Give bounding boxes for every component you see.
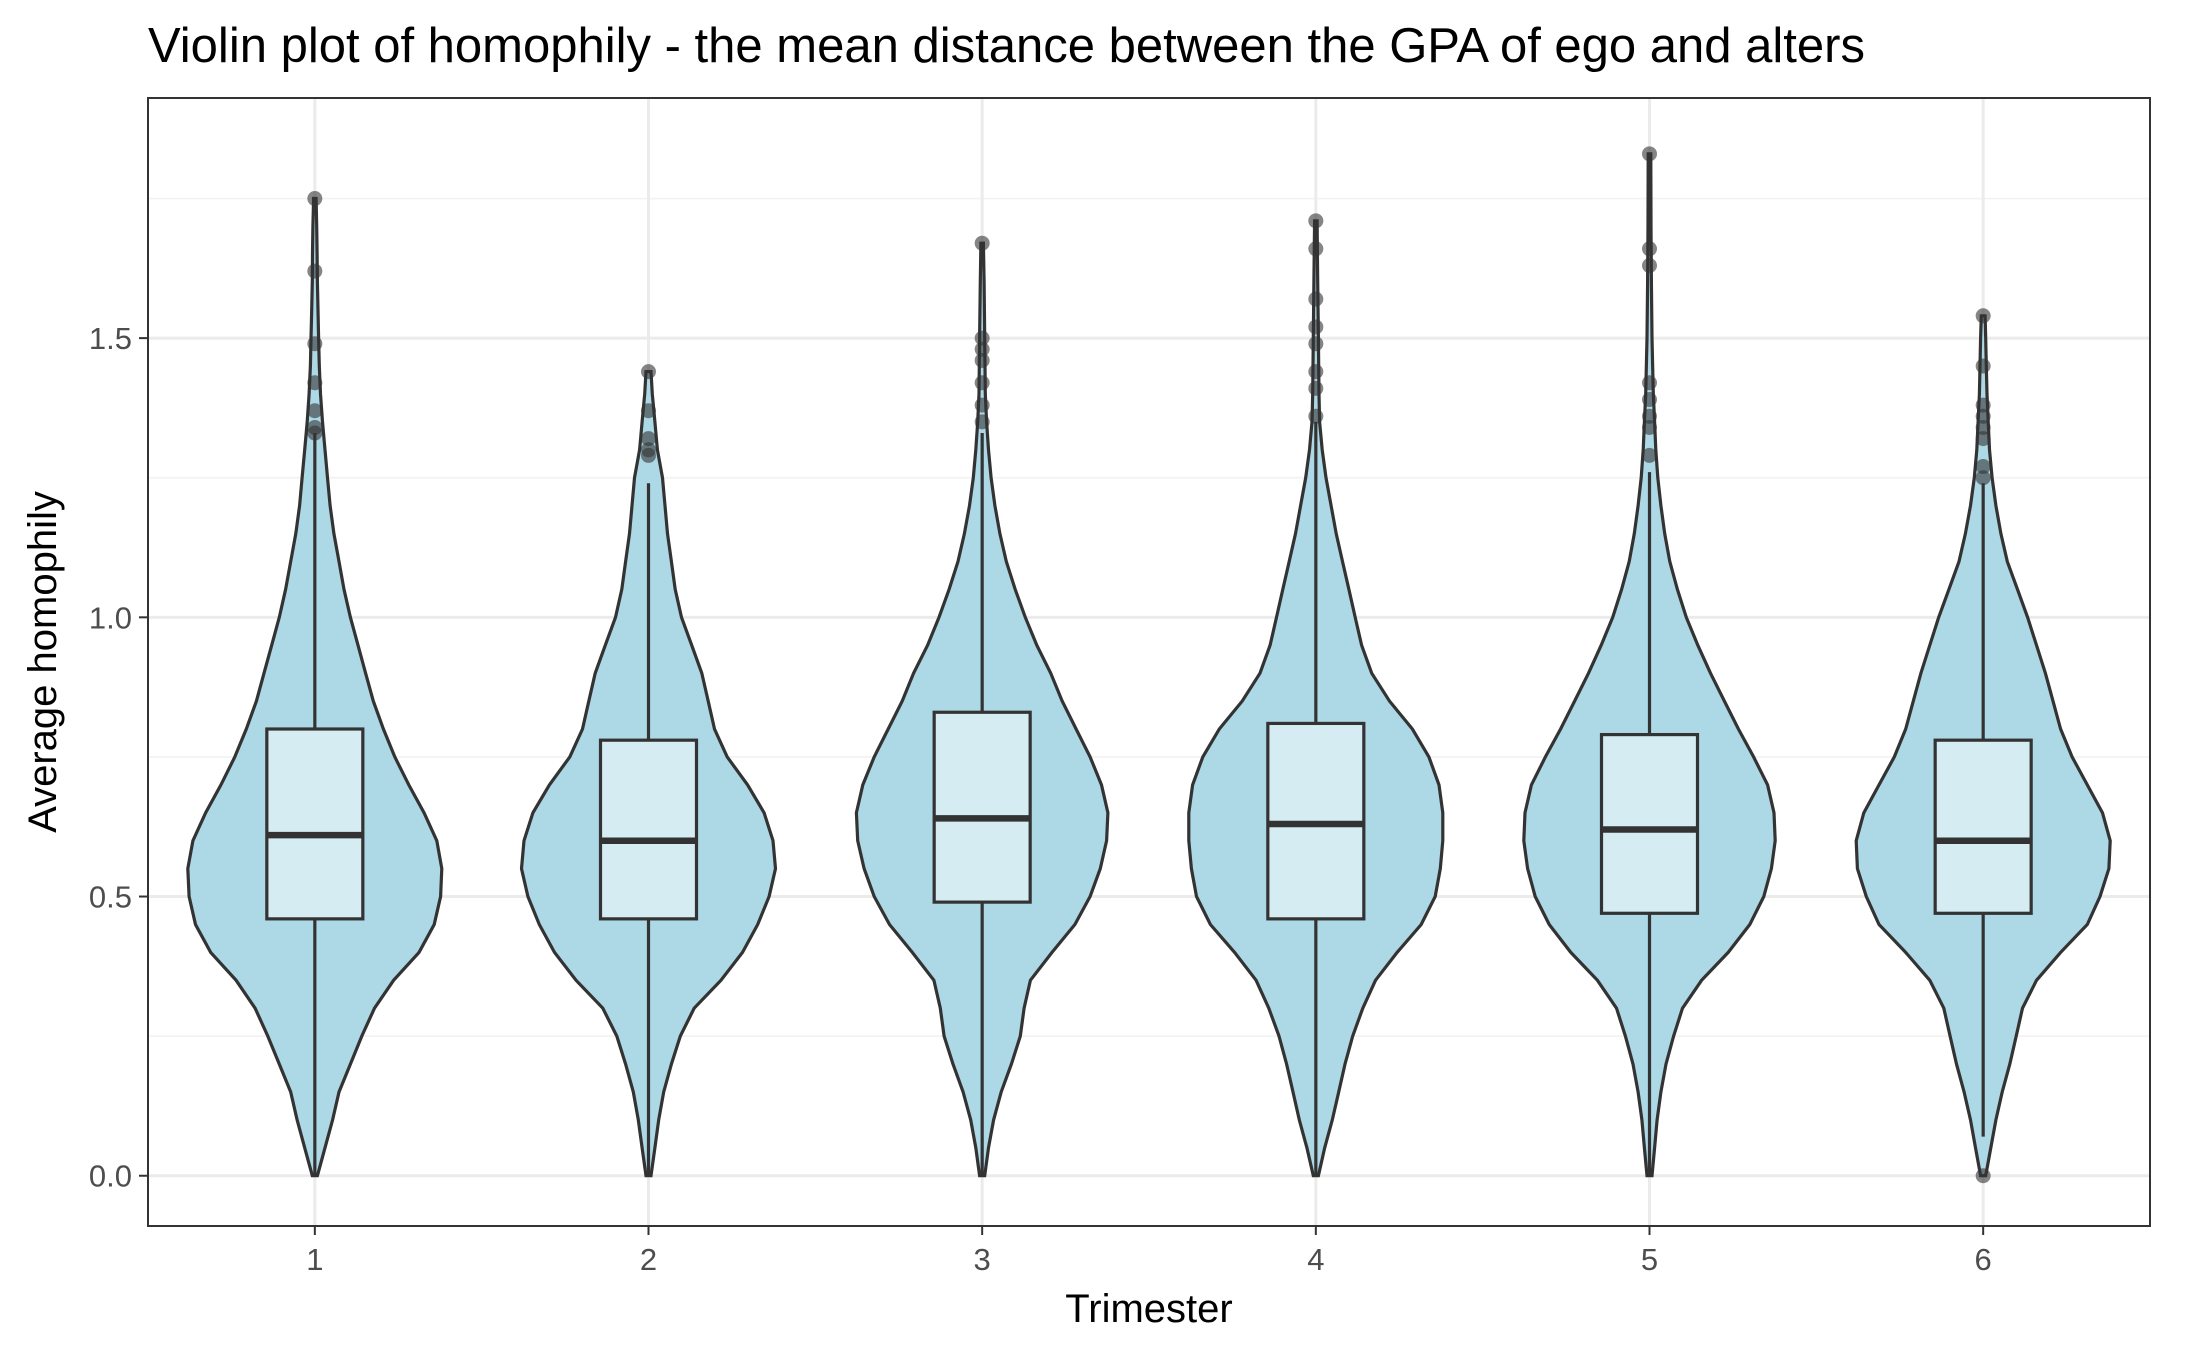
box-iqr bbox=[932, 710, 1032, 904]
y-tick-label: 0.0 bbox=[89, 1159, 132, 1194]
violin-group-5 bbox=[1522, 146, 1777, 1178]
outlier-point bbox=[974, 352, 990, 368]
outlier-point bbox=[1975, 408, 1991, 424]
outlier-point bbox=[1308, 213, 1324, 229]
violin-group-2 bbox=[519, 364, 778, 1178]
outlier-point bbox=[974, 375, 990, 391]
outlier-point bbox=[641, 442, 656, 458]
grid-lines bbox=[148, 98, 2150, 1226]
x-tick-label: 4 bbox=[1307, 1242, 1324, 1277]
outlier-point bbox=[1975, 308, 1991, 324]
x-tick-label: 5 bbox=[1641, 1242, 1658, 1277]
x-tick-label: 1 bbox=[306, 1242, 323, 1277]
outlier-point bbox=[974, 397, 990, 413]
x-tick-label: 3 bbox=[974, 1242, 991, 1277]
violin-group-1 bbox=[186, 191, 444, 1178]
box-iqr bbox=[1933, 738, 2033, 915]
outlier-point bbox=[1642, 447, 1657, 463]
y-tick-label: 1.0 bbox=[89, 600, 132, 635]
outlier-point bbox=[974, 414, 990, 430]
outlier-point bbox=[974, 235, 990, 251]
outlier-point bbox=[1308, 380, 1324, 396]
outlier-point bbox=[1642, 392, 1657, 408]
x-axis-title: Trimester bbox=[1065, 1287, 1232, 1331]
outlier-point bbox=[1308, 241, 1324, 257]
x-tick-label: 6 bbox=[1975, 1242, 1992, 1277]
outlier-point bbox=[1642, 241, 1657, 257]
outlier-point bbox=[1308, 336, 1324, 352]
outlier-point bbox=[1308, 408, 1324, 424]
outlier-point bbox=[1975, 358, 1991, 374]
outlier-point bbox=[1642, 375, 1657, 391]
violin-group-6 bbox=[1854, 308, 2112, 1184]
outlier-point bbox=[1975, 470, 1991, 486]
y-axis-title: Average homophily bbox=[21, 491, 65, 833]
box-iqr bbox=[1599, 732, 1700, 915]
outlier-point bbox=[307, 419, 323, 435]
outlier-point bbox=[1308, 319, 1324, 335]
outlier-point bbox=[1642, 258, 1657, 274]
outlier-point bbox=[1975, 419, 1991, 435]
violin-group-4 bbox=[1187, 213, 1445, 1178]
outlier-point bbox=[974, 330, 990, 346]
outlier-point bbox=[1975, 431, 1991, 447]
outlier-point bbox=[641, 431, 656, 447]
outlier-point bbox=[1642, 146, 1657, 162]
chart-title: Violin plot of homophily - the mean dist… bbox=[148, 19, 1865, 73]
outlier-point bbox=[1308, 364, 1324, 380]
violin-layer bbox=[186, 146, 2112, 1184]
outlier-point bbox=[307, 375, 323, 391]
y-tick-label: 1.5 bbox=[89, 321, 132, 356]
outlier-point bbox=[1975, 1168, 1991, 1184]
box-iqr bbox=[598, 738, 699, 921]
outlier-point bbox=[1308, 291, 1324, 307]
x-tick-label: 2 bbox=[640, 1242, 657, 1277]
outlier-point bbox=[307, 403, 323, 419]
violin-group-3 bbox=[854, 235, 1110, 1178]
y-tick-label: 0.5 bbox=[89, 880, 132, 915]
outlier-point bbox=[307, 336, 323, 352]
outlier-point bbox=[1975, 459, 1991, 475]
panel-border bbox=[147, 97, 2151, 1227]
outlier-point bbox=[974, 341, 990, 357]
outlier-point bbox=[307, 191, 323, 207]
outlier-point bbox=[1975, 397, 1991, 413]
outlier-point bbox=[641, 364, 656, 380]
box-iqr bbox=[265, 727, 365, 921]
y-axis: 0.0 0.5 1.0 1.5 bbox=[89, 321, 148, 1194]
outlier-point bbox=[1642, 408, 1657, 424]
outlier-point bbox=[307, 263, 323, 279]
outlier-point bbox=[1642, 419, 1657, 435]
outlier-point bbox=[641, 403, 656, 419]
x-axis: 1 2 3 4 5 6 bbox=[306, 1226, 1992, 1277]
